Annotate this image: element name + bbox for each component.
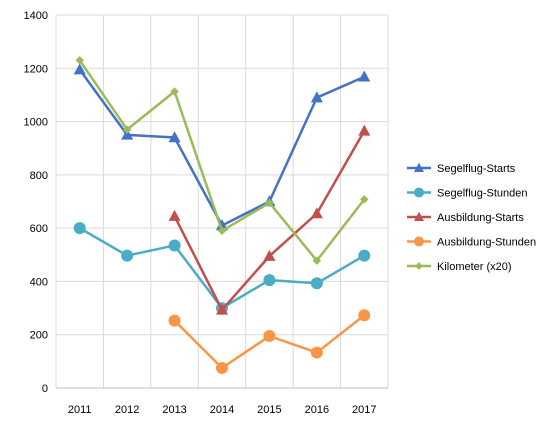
x-tick-label-2011: 2011 [68,404,92,416]
x-tick-label-2013: 2013 [162,404,186,416]
legend-item: Ausbildung-Stunden [407,236,536,249]
y-tick-label: 200 [30,330,48,342]
data-point-2015 [263,330,276,343]
data-point-2017 [358,309,371,322]
data-point-2016 [310,346,323,359]
legend-swatch-marker [415,262,423,270]
legend-item: Segelflug-Stunden [407,187,528,200]
legend-swatch-marker [414,187,424,198]
data-point-2015 [265,198,274,208]
data-point-2012 [121,128,134,140]
series [73,56,371,375]
data-point-2017 [358,249,371,262]
data-point-2016 [310,207,323,219]
data-point-2017 [358,124,371,136]
data-point-2013 [170,87,179,96]
data-point-2011 [73,63,86,75]
y-tick-label: 800 [30,170,48,182]
series-line [79,227,365,310]
series-segelflug-stunden [73,222,371,315]
legend-label: Segelflug-Starts [437,163,516,175]
series-segelflug-starts [73,63,371,231]
x-tick-label-2014: 2014 [210,404,234,416]
data-point-2013 [168,131,181,143]
data-point-2011 [75,56,84,65]
grid [55,14,389,388]
legend-label: Ausbildung-Starts [437,212,524,224]
data-point-2013 [168,239,181,252]
data-point-2015 [263,274,276,287]
data-point-2013 [168,314,181,327]
y-tick-label: 0 [42,383,48,395]
legend: Segelflug-Starts Segelflug-Stunden Ausbild… [407,162,536,273]
data-point-2015 [263,249,276,261]
legend-item: Kilometer (x20) [407,261,512,273]
x-tick-label-2012: 2012 [115,404,139,416]
y-tick-label: 1400 [24,10,48,22]
legend-label: Ausbildung-Stunden [437,237,536,249]
data-point-2012 [122,125,132,134]
data-point-2014 [217,226,227,236]
data-point-2014 [216,303,228,315]
data-point-2011 [73,222,86,235]
legend-label: Kilometer (x20) [437,261,512,273]
legend-label: Segelflug-Stunden [437,188,528,200]
data-point-2016 [310,277,323,290]
x-tick-label-2015: 2015 [257,404,281,416]
data-point-2017 [360,195,369,204]
legend-swatch-marker [414,162,424,172]
data-point-2012 [121,249,134,262]
y-tick-label: 1200 [24,63,48,75]
axes: 0 200 400 600 800 1000 1200 1400 2011 2012 2013 201… [24,10,388,416]
data-point-2016 [310,91,323,103]
legend-item: Ausbildung-Starts [407,211,524,224]
data-point-2014 [216,362,228,375]
legend-swatch-marker [414,211,424,221]
y-tick-label: 1000 [24,117,48,129]
x-tick-label-2017: 2017 [352,404,376,416]
x-tick-label-2016: 2016 [305,404,329,416]
data-point-2017 [358,70,371,82]
y-tick-label: 400 [30,276,48,288]
y-tick-label: 600 [30,223,48,235]
data-point-2013 [168,209,181,221]
series-ausbildung-starts [168,124,371,315]
legend-swatch-marker [414,236,424,247]
data-point-2014 [216,219,228,231]
legend-item: Segelflug-Starts [407,162,516,175]
data-point-2016 [312,256,322,265]
series-ausbildung-stunden [168,309,371,375]
series-kilometer-x20- [75,56,369,265]
series-line [78,68,365,227]
